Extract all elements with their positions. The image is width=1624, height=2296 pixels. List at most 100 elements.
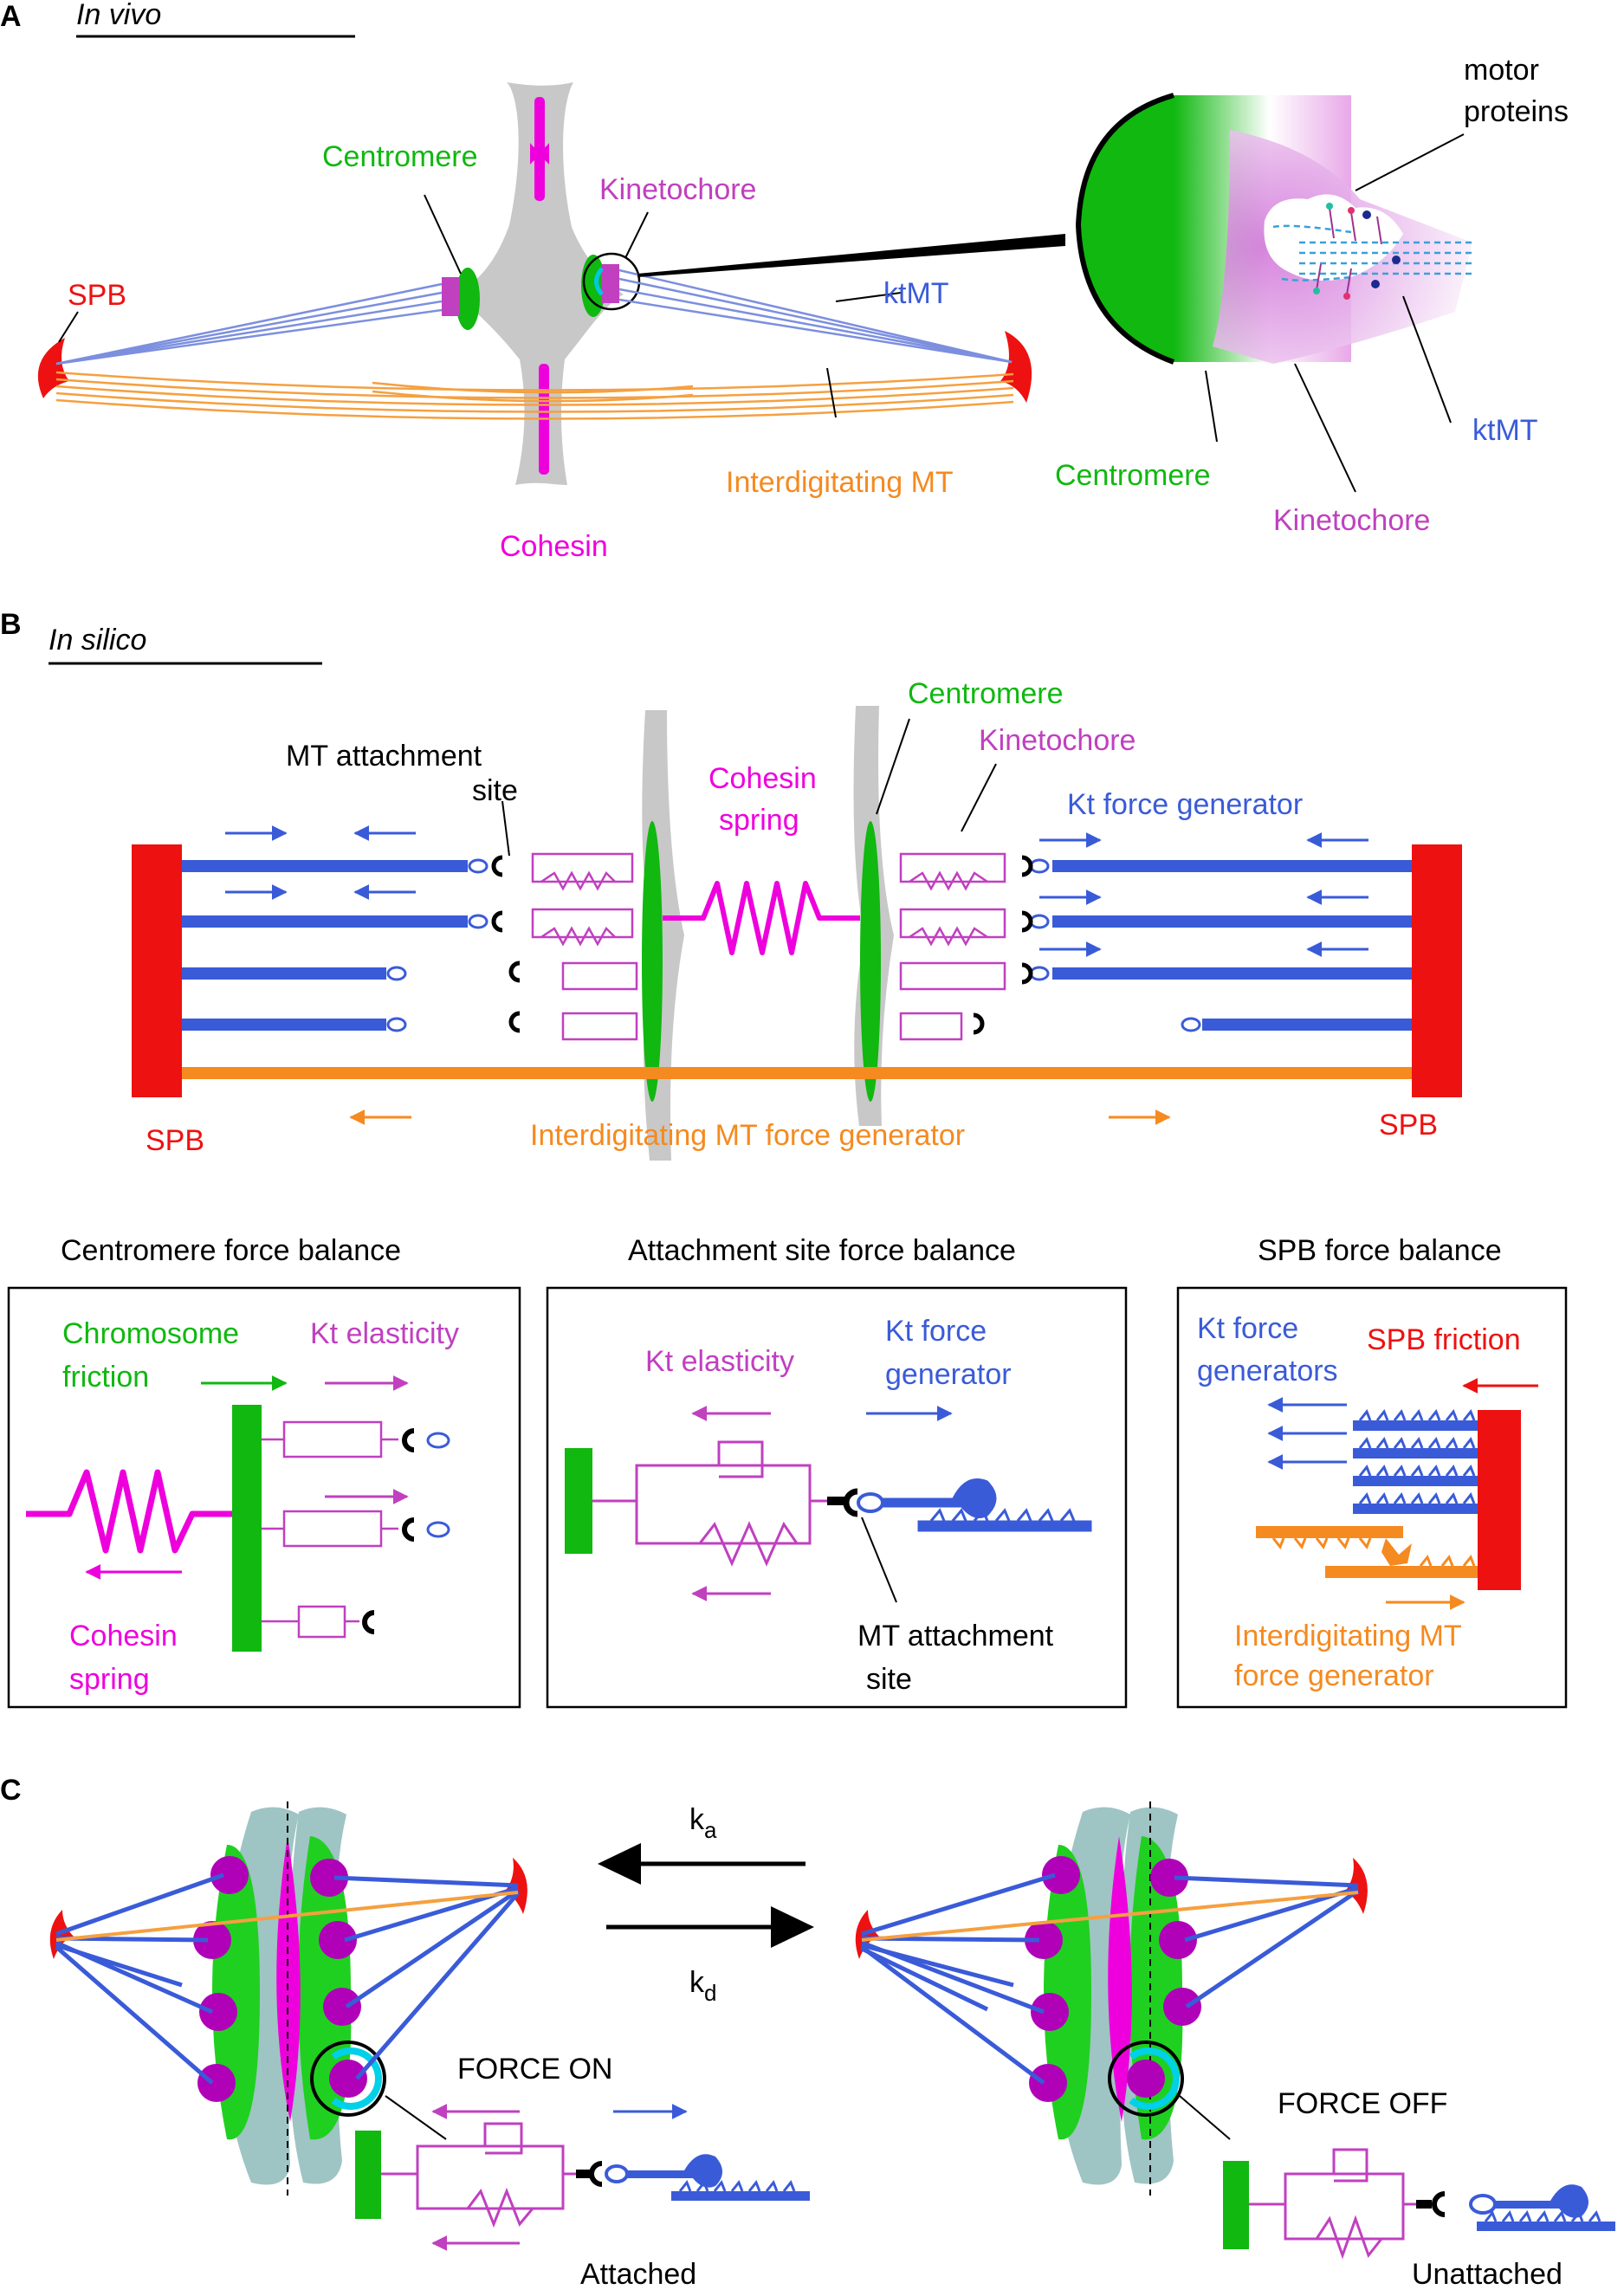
kt-elasticity-left-b	[531, 852, 638, 1041]
box-attachment-title: Attachment site force balance	[628, 1234, 1016, 1267]
mt-plus-ends-right-b	[1029, 858, 1201, 1032]
centromere-left-b	[642, 821, 663, 1102]
label-spb-right-b: SPB	[1379, 1109, 1438, 1142]
box3-spb-bar	[1478, 1410, 1521, 1590]
box3-label-interdig-2: force generator	[1234, 1659, 1434, 1692]
leader-force-on	[385, 2095, 447, 2140]
box1-centromere-bar	[232, 1405, 262, 1652]
box1-label-kt-elasticity: Kt elasticity	[310, 1317, 459, 1350]
label-kd-k: k	[689, 1966, 705, 1999]
label-cohesin-a: Cohesin	[500, 530, 608, 563]
spb-left	[37, 338, 69, 398]
cohesin-spring-b	[663, 881, 860, 955]
panel-a-letter: A	[0, 0, 22, 33]
label-centromere-a: Centromere	[322, 140, 478, 173]
panel-b-leaders	[501, 718, 997, 857]
box2-clamp-stem	[827, 1497, 846, 1505]
box2-force-generator	[857, 1478, 1092, 1532]
zoom-connector	[637, 234, 1065, 277]
box-spb-title: SPB force balance	[1258, 1234, 1502, 1267]
label-interdigitating-b: Interdigitating MT force generator	[530, 1119, 965, 1152]
panel-a-title: In vivo	[76, 0, 161, 31]
panel-c-letter: C	[0, 1774, 22, 1807]
label-mt-attach-1-b: MT attachment	[286, 740, 482, 773]
spb-left-b	[132, 844, 182, 1097]
centromere-right-b	[860, 821, 881, 1102]
cell-unattached	[1025, 1801, 1201, 2196]
interdigitating-mt-b	[182, 1067, 1412, 1079]
ktmt-left-b	[182, 860, 468, 1031]
label-kd: kd	[689, 1966, 716, 2006]
label-force-off: FORCE OFF	[1278, 2087, 1447, 2120]
interdigitating-mts	[55, 371, 1014, 420]
label-kinetochore-b: Kinetochore	[979, 724, 1136, 757]
box2-label-kt-force-2: generator	[885, 1358, 1012, 1391]
spb-right-b	[1412, 844, 1462, 1097]
label-ka-k: k	[689, 1803, 705, 1836]
label-zoom-centromere: Centromere	[1055, 459, 1211, 492]
mt-plus-ends-left-b	[386, 858, 488, 1032]
panel-b-letter: B	[0, 608, 22, 641]
box2-label-mt-attach-1: MT attachment	[857, 1620, 1054, 1652]
interdigitating-c2	[861, 1891, 1359, 1942]
kinetochore-cyan	[594, 267, 604, 296]
box3-kt-mts	[1353, 1420, 1478, 1514]
label-force-on: FORCE ON	[457, 2053, 612, 2086]
panel-a: A In vivo	[0, 0, 1569, 563]
label-centromere-b: Centromere	[908, 677, 1064, 710]
box1-label-chromosome-2: friction	[62, 1361, 149, 1394]
box1-mt-ends	[426, 1432, 450, 1538]
box2-attachment-clamp	[843, 1488, 858, 1517]
label-ka-sub: a	[704, 1817, 717, 1843]
ktmt-right	[618, 268, 1013, 364]
label-zoom-kinetochore: Kinetochore	[1273, 504, 1430, 537]
ktmt-right-b	[1052, 860, 1412, 1031]
box3-interdigitating	[1256, 1526, 1478, 1578]
box3-label-kt-force-2: generators	[1197, 1355, 1338, 1387]
label-attached: Attached	[580, 2258, 696, 2291]
spb-right	[1000, 331, 1032, 403]
box-spb	[1176, 1286, 1568, 1709]
box2-label-kt-force-1: Kt force	[885, 1315, 987, 1348]
cohesin-top	[534, 97, 545, 201]
box-centromere-title: Centromere force balance	[61, 1234, 401, 1267]
box2-centromere-bar	[565, 1448, 592, 1554]
kinetochore-right	[601, 264, 619, 303]
box1-attachment-clamps	[362, 1428, 415, 1634]
panel-b-title: In silico	[49, 624, 146, 656]
leader-force-off	[1179, 2095, 1231, 2140]
kinetochore-left	[442, 277, 459, 316]
box2-kt-elasticity	[592, 1440, 827, 1567]
box2-label-kt-elasticity: Kt elasticity	[645, 1345, 794, 1378]
kt-elasticity-right-b	[899, 852, 1006, 1041]
label-unattached: Unattached	[1412, 2258, 1563, 2291]
box3-label-kt-force-1: Kt force	[1197, 1312, 1298, 1345]
cohesin-top-waist	[530, 143, 549, 165]
rate-arrow-kd-head	[771, 1906, 814, 1948]
mts-attached	[55, 1872, 520, 2085]
box3-kt-teeth	[1358, 1409, 1476, 1504]
box1-kt-elasticity	[262, 1420, 398, 1639]
box1-label-cohesin-2: spring	[69, 1663, 150, 1696]
label-ka: ka	[689, 1803, 717, 1843]
label-kinetochore-a: Kinetochore	[599, 173, 756, 206]
attached-inset	[355, 2104, 810, 2251]
box3-label-interdig-1: Interdigitating MT	[1234, 1620, 1462, 1652]
panel-a-leaders	[58, 133, 1465, 493]
label-zoom-ktmt: ktMT	[1472, 414, 1538, 447]
rate-arrow-ka-head	[598, 1843, 641, 1885]
panel-c: C	[0, 1774, 1615, 2291]
box2-label-mt-attach-2: site	[866, 1663, 912, 1696]
centromere-left	[456, 268, 480, 330]
label-interdigitating-a: Interdigitating MT	[726, 466, 954, 499]
label-kd-sub: d	[704, 1980, 716, 2006]
box3-label-spb-friction: SPB friction	[1367, 1323, 1521, 1356]
label-kt-force-gen-b: Kt force generator	[1067, 788, 1303, 821]
label-motor-2: proteins	[1464, 95, 1569, 128]
box1-cohesin-spring	[26, 1469, 232, 1554]
box-centromere	[7, 1286, 521, 1709]
kinetochore-zoom-circle	[582, 252, 641, 311]
label-ktmt-a: ktMT	[883, 277, 949, 310]
label-motor-1: motor	[1464, 54, 1539, 87]
unattached-inset	[1223, 2148, 1615, 2260]
